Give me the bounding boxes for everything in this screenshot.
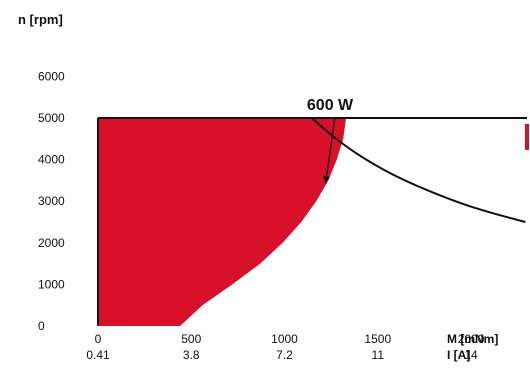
x-tick-label-torque: 1000: [271, 332, 298, 346]
y-tick-label: 2000: [38, 236, 65, 250]
plot-area: 600 W 0 1000 2000 3000 4000 5000 6000 0 0.41 500 3.…: [38, 69, 529, 362]
annotation-arrow-head: [323, 175, 331, 184]
x-tick-label-torque: 500: [181, 332, 201, 346]
y-axis-label: n [rpm]: [18, 12, 63, 27]
x-tick-label-current: 3.8: [183, 348, 200, 362]
power-curve-label: 600 W: [307, 97, 354, 114]
y-tick-label: 3000: [38, 194, 65, 208]
x-axis-label-current: I [A]: [447, 348, 470, 362]
x-tick-label-torque: 2000: [458, 332, 485, 346]
y-tick-label: 1000: [38, 277, 65, 291]
x-axis-label-torque: M [mNm]: [447, 332, 498, 346]
y-tick-label: 4000: [38, 153, 65, 167]
x-tick-label-torque: 0: [95, 332, 102, 346]
x-tick-label-torque: 1500: [364, 332, 391, 346]
power-curve-600w: [311, 118, 526, 223]
operating-region-area: [98, 118, 347, 326]
y-tick-label: 6000: [38, 69, 65, 83]
y-tick-label: 0: [38, 319, 45, 333]
x-tick-label-current: 14: [464, 348, 478, 362]
y-tick-label: 5000: [38, 111, 65, 125]
x-tick-label-current: 0.41: [86, 348, 110, 362]
x-tick-label-current: 7.2: [276, 348, 293, 362]
right-edge-marker: [525, 124, 529, 150]
annotation-arrow-line: [324, 117, 336, 184]
x-tick-label-current: 11: [372, 348, 385, 362]
